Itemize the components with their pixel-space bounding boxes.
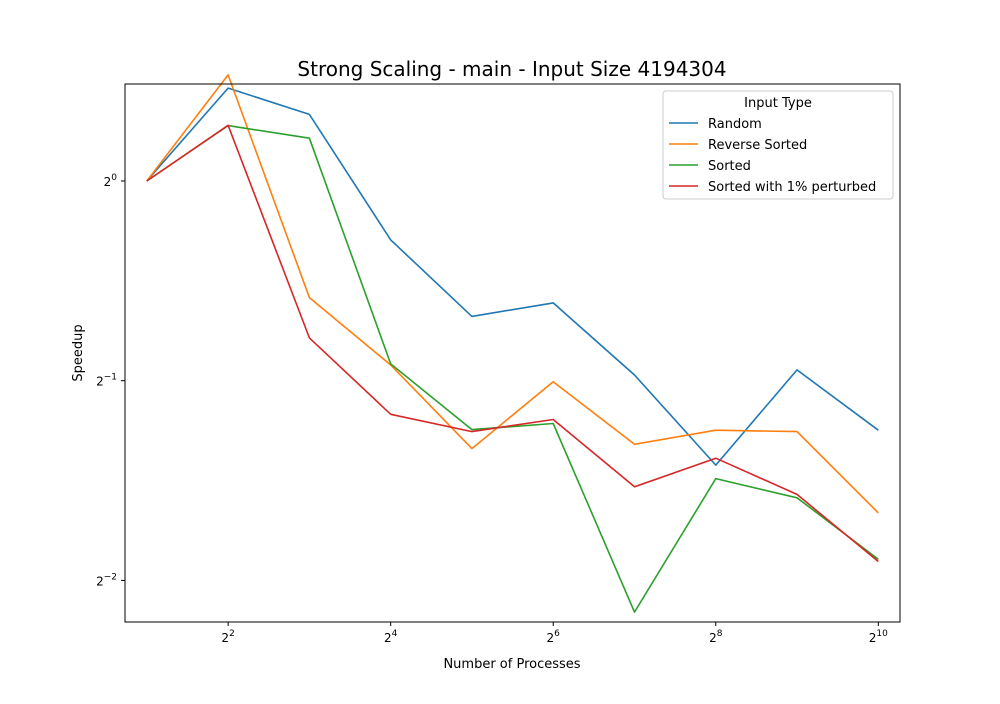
x-tick-label-3: 26 [547,629,561,645]
series-layer [146,74,879,613]
x-tick-label-5: 210 [869,629,888,645]
y-tick-label-3: 2−2 [96,572,117,588]
series-line-2 [146,74,879,514]
series-line-1 [146,87,879,466]
legend-label-4: Sorted with 1% perturbed [708,180,876,195]
legend-items: Random Reverse Sorted Sorted Sorted with 1%… [669,117,876,195]
legend-box [662,90,894,200]
series-line-3 [146,124,879,613]
x-tick-label-2: 24 [384,629,398,645]
legend-label-1: Random [708,117,762,132]
legend-title: Input Type [744,96,812,111]
y-axis-label: Speedup [71,324,86,381]
chart-title: Strong Scaling - main - Input Size 41943… [297,57,726,81]
y-tick-label-1: 20 [104,173,118,189]
x-tick-label-4: 28 [709,629,723,645]
x-tick-label-1: 22 [221,629,234,645]
x-axis-ticks: 22 24 26 28 210 [221,622,888,645]
legend: Input Type Random Reverse Sorted Sorted Sor… [662,90,894,200]
legend-label-3: Sorted [708,159,751,174]
y-tick-label-2: 2−1 [96,373,117,389]
x-axis-label: Number of Processes [443,657,580,672]
plot-frame [124,83,901,623]
y-axis-ticks: 20 2−1 2−2 [96,173,125,588]
legend-label-2: Reverse Sorted [708,138,807,153]
series-line-4 [146,124,879,563]
